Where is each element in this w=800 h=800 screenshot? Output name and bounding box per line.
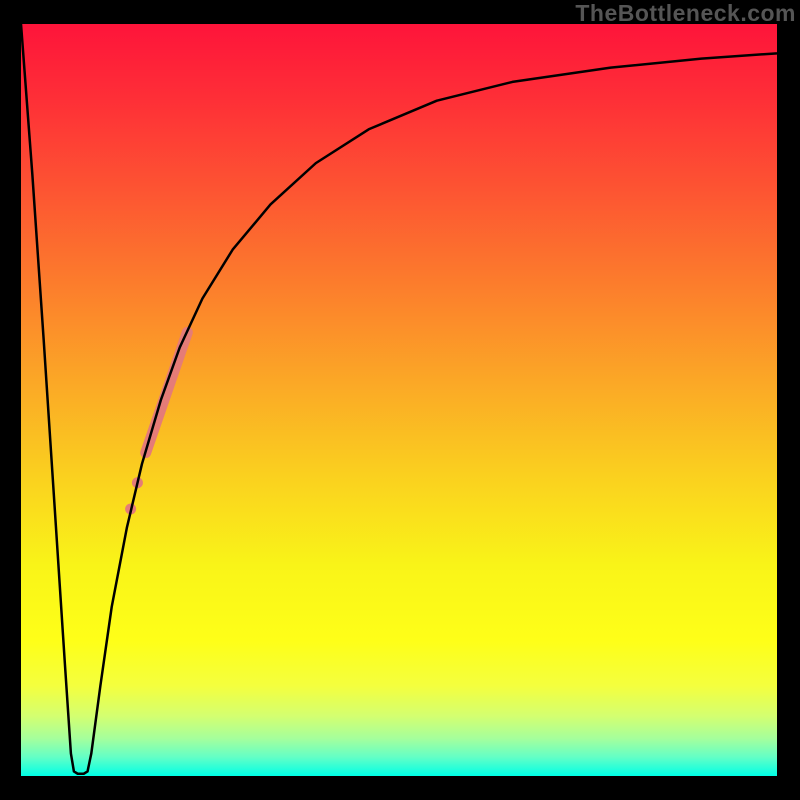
plot-svg	[0, 0, 800, 800]
plot-area-gradient	[21, 24, 777, 776]
watermark-label: TheBottleneck.com	[575, 0, 796, 27]
chart-root: TheBottleneck.com	[0, 0, 800, 800]
